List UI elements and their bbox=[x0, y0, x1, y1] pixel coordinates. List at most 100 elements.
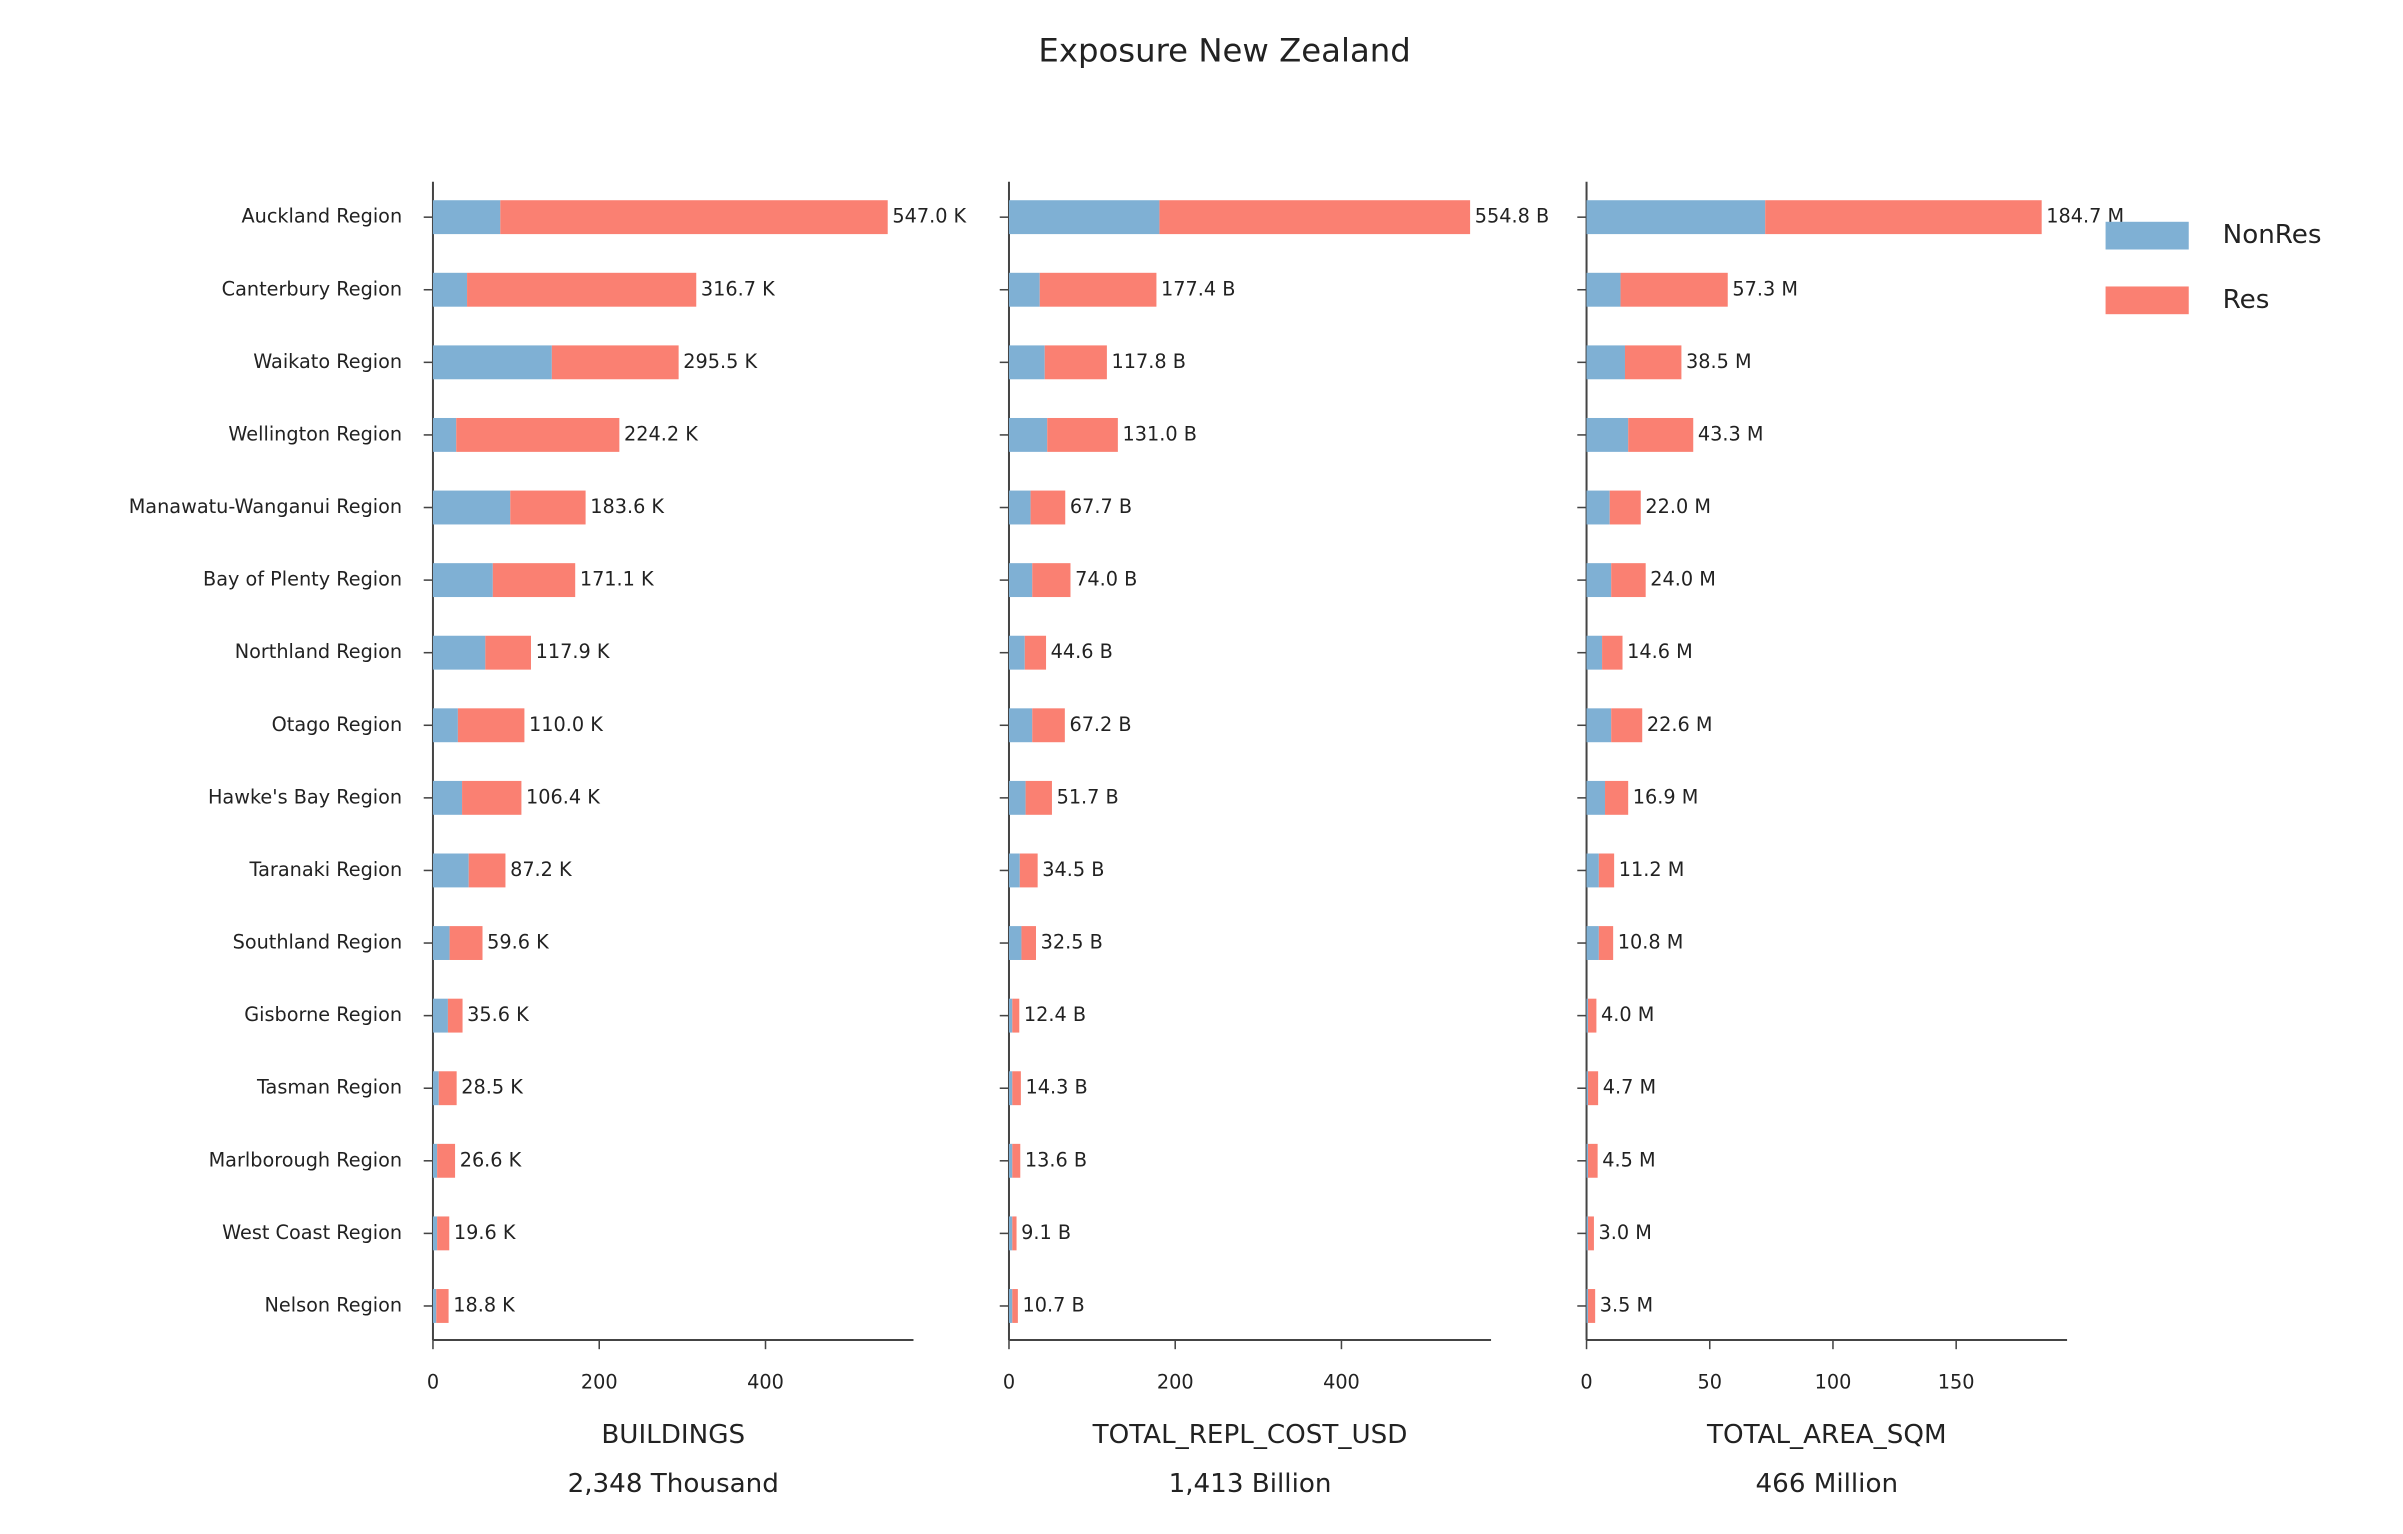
bar-label: 74.0 B bbox=[1075, 568, 1137, 591]
bar-segment bbox=[1039, 272, 1157, 307]
y-tick-label: Northland Region bbox=[235, 640, 402, 663]
y-tick-label: Nelson Region bbox=[265, 1293, 403, 1316]
bar-segment bbox=[1586, 200, 1766, 235]
x-axis-note: 1,413 Billion bbox=[1169, 1469, 1332, 1499]
bar-segment bbox=[1588, 1289, 1596, 1323]
bar-segment bbox=[1765, 200, 2042, 235]
bar-segment bbox=[432, 272, 468, 307]
bar-segment bbox=[510, 490, 586, 525]
x-axis-label: BUILDINGS bbox=[601, 1420, 745, 1450]
bar-segment bbox=[1008, 1071, 1013, 1106]
bar-segment bbox=[1598, 853, 1615, 888]
bar-segment bbox=[1012, 998, 1020, 1033]
bar-segment bbox=[1586, 1143, 1589, 1178]
bar-label: 24.0 M bbox=[1650, 568, 1716, 591]
bar-segment bbox=[1030, 490, 1066, 525]
bar-label: 12.4 B bbox=[1024, 1003, 1086, 1026]
y-tick-label: Hawke's Bay Region bbox=[208, 785, 402, 808]
x-axis-note: 2,348 Thousand bbox=[568, 1469, 779, 1499]
bar-segment bbox=[1159, 200, 1471, 235]
bar-label: 117.9 K bbox=[536, 640, 611, 663]
bar-segment bbox=[1586, 780, 1606, 815]
bar-label: 547.0 K bbox=[892, 205, 967, 228]
bar-label: 14.6 M bbox=[1627, 640, 1693, 663]
bar-label: 131.0 B bbox=[1122, 422, 1196, 445]
bar-segment bbox=[1012, 1289, 1018, 1323]
bar-segment bbox=[1032, 708, 1065, 743]
x-tick-label: 0 bbox=[427, 1371, 439, 1394]
legend-label: NonRes bbox=[2223, 220, 2322, 250]
bar-segment bbox=[1588, 1143, 1598, 1178]
legend-label: Res bbox=[2223, 285, 2270, 315]
bar-segment bbox=[432, 563, 493, 598]
bar-segment bbox=[1008, 780, 1026, 815]
bar-segment bbox=[1586, 1071, 1589, 1106]
bar-segment bbox=[1008, 708, 1033, 743]
bar-segment bbox=[1032, 563, 1071, 598]
bar-segment bbox=[1586, 563, 1612, 598]
bar-segment bbox=[437, 1143, 456, 1178]
bar-label: 4.7 M bbox=[1603, 1076, 1656, 1099]
bar-segment bbox=[432, 853, 469, 888]
bar-label: 11.2 M bbox=[1619, 858, 1685, 881]
y-tick-label: Southland Region bbox=[233, 931, 403, 954]
bar-segment bbox=[1588, 1071, 1599, 1106]
bar-segment bbox=[1012, 1216, 1017, 1251]
bar-label: 106.4 K bbox=[526, 785, 601, 808]
bar-segment bbox=[1025, 780, 1052, 815]
bar-label: 32.5 B bbox=[1041, 931, 1103, 954]
y-tick-label: Marlborough Region bbox=[209, 1148, 403, 1171]
bar-segment bbox=[1586, 490, 1610, 525]
bar-segment bbox=[1012, 1143, 1021, 1178]
x-axis-note: 466 Million bbox=[1756, 1469, 1899, 1499]
bar-segment bbox=[500, 200, 888, 235]
x-tick-label: 50 bbox=[1698, 1371, 1723, 1394]
legend-swatch bbox=[2105, 286, 2189, 315]
bar-segment bbox=[432, 345, 552, 380]
bar-segment bbox=[468, 853, 506, 888]
y-tick-label: Wellington Region bbox=[228, 422, 402, 445]
x-axis-label: TOTAL_REPL_COST_USD bbox=[1092, 1420, 1408, 1450]
bar-segment bbox=[1047, 417, 1118, 452]
bar-segment bbox=[1012, 1071, 1021, 1106]
bar-segment bbox=[432, 1143, 438, 1178]
bar-label: 87.2 K bbox=[510, 858, 573, 881]
bar-label: 554.8 B bbox=[1475, 205, 1549, 228]
x-tick-label: 150 bbox=[1938, 1371, 1975, 1394]
y-tick-label: West Coast Region bbox=[222, 1221, 402, 1244]
bar-label: 22.0 M bbox=[1645, 495, 1711, 518]
bar-label: 3.5 M bbox=[1600, 1293, 1653, 1316]
x-tick-label: 200 bbox=[581, 1371, 618, 1394]
y-tick-label: Waikato Region bbox=[253, 350, 402, 373]
bar-segment bbox=[432, 708, 458, 743]
x-tick-label: 400 bbox=[1323, 1371, 1360, 1394]
bar-segment bbox=[1586, 708, 1612, 743]
bar-label: 171.1 K bbox=[580, 568, 655, 591]
bar-segment bbox=[1008, 563, 1033, 598]
bar-segment bbox=[1609, 490, 1641, 525]
bar-segment bbox=[1628, 417, 1694, 452]
bar-label: 51.7 B bbox=[1057, 785, 1119, 808]
bar-segment bbox=[1586, 1289, 1589, 1323]
bar-segment bbox=[432, 417, 457, 452]
chart-title: Exposure New Zealand bbox=[1038, 31, 1410, 69]
bar-segment bbox=[457, 708, 525, 743]
legend-swatch bbox=[2105, 221, 2189, 250]
bar-label: 34.5 B bbox=[1042, 858, 1104, 881]
bar-segment bbox=[1588, 998, 1597, 1033]
bar-label: 4.0 M bbox=[1601, 1003, 1654, 1026]
bar-segment bbox=[1019, 853, 1038, 888]
bar-segment bbox=[1605, 780, 1629, 815]
bar-label: 44.6 B bbox=[1051, 640, 1113, 663]
bar-segment bbox=[456, 417, 620, 452]
bar-segment bbox=[462, 780, 522, 815]
bar-segment bbox=[1620, 272, 1728, 307]
bar-segment bbox=[1586, 272, 1621, 307]
bar-segment bbox=[432, 1216, 438, 1251]
bar-label: 13.6 B bbox=[1025, 1148, 1087, 1171]
bar-label: 57.3 M bbox=[1732, 277, 1798, 300]
y-tick-label: Otago Region bbox=[272, 713, 403, 736]
bar-segment bbox=[1598, 926, 1614, 960]
bar-label: 19.6 K bbox=[454, 1221, 517, 1244]
